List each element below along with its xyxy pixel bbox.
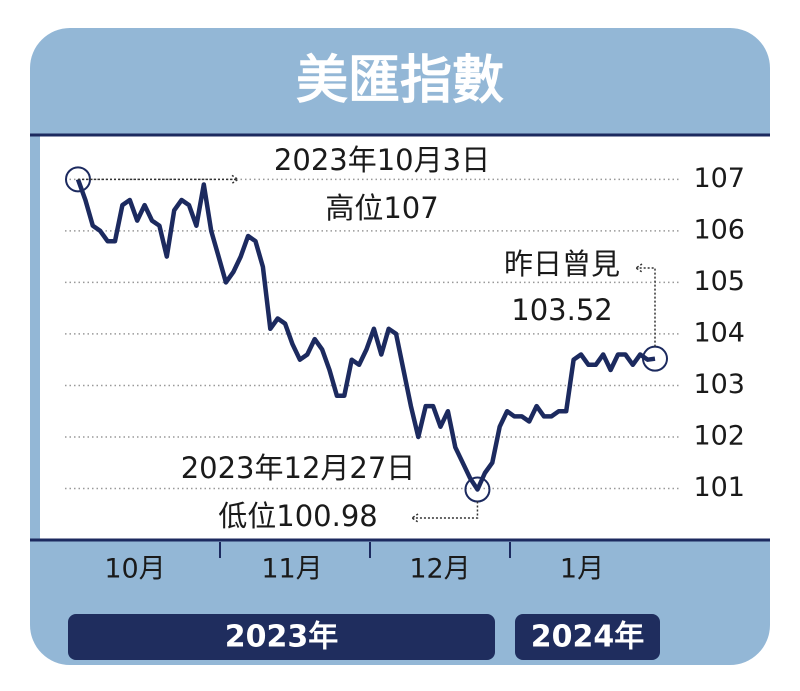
- annotation: 2023年10月3日: [274, 143, 490, 177]
- annotation-arrow: [78, 174, 240, 184]
- y-tick-label: 105: [693, 266, 745, 297]
- y-tick-label: 103: [693, 369, 745, 400]
- annotation-arrow: [410, 501, 479, 523]
- year-label: 2024年: [531, 620, 645, 655]
- x-tick-label: 1月: [560, 554, 604, 585]
- y-tick-label: 104: [693, 317, 745, 348]
- annotation: 2023年12月27日: [181, 451, 416, 485]
- annotation-arrow: [634, 263, 656, 347]
- annotation: 低位100.98: [218, 499, 377, 533]
- annotation: 高位107: [325, 191, 438, 225]
- year-bar: [68, 614, 495, 660]
- year-bar: [515, 614, 660, 660]
- x-tick-label: 10月: [104, 554, 165, 585]
- y-tick-label: 101: [693, 472, 745, 503]
- y-tick-label: 107: [693, 163, 745, 194]
- annotation: 昨日曾見: [504, 247, 620, 281]
- data-line: [75, 178, 656, 492]
- y-tick-label: 102: [693, 420, 745, 451]
- year-label: 2023年: [225, 620, 339, 655]
- y-tick-label: 106: [693, 214, 745, 245]
- annotation: 103.52: [511, 293, 612, 327]
- plot-area: [40, 135, 770, 540]
- x-tick-label: 11月: [261, 554, 322, 585]
- chart-title: 美匯指數: [296, 51, 504, 111]
- x-tick-label: 12月: [409, 554, 470, 585]
